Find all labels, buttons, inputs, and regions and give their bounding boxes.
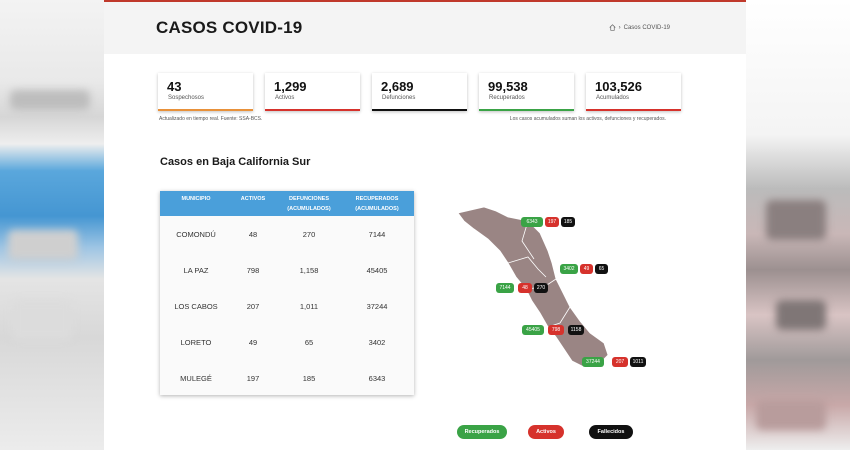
accent-line xyxy=(104,0,746,2)
map-label-loreto-recuperados: 3402 xyxy=(560,264,578,274)
stat-card-activos: 1,299 Activos xyxy=(265,73,360,111)
stats-row: 43 Sospechosos 1,299 Activos 2,689 Defun… xyxy=(158,73,681,111)
stat-value: 99,538 xyxy=(488,79,528,94)
stat-card-defunciones: 2,689 Defunciones xyxy=(372,73,467,111)
stat-card-sospechosos: 43 Sospechosos xyxy=(158,73,253,111)
breadcrumb: › Casos COVID-19 xyxy=(609,24,670,31)
cases-table: MUNICIPIO ACTIVOS DEFUNCIONES (ACUMULADO… xyxy=(160,191,414,395)
stat-card-recuperados: 99,538 Recuperados xyxy=(479,73,574,111)
stat-bar xyxy=(372,109,467,111)
map-label-comondu-fallecidos: 270 xyxy=(534,283,548,293)
stat-bar xyxy=(158,109,253,111)
left-background xyxy=(0,0,104,450)
map-label-lapaz-fallecidos: 1158 xyxy=(568,325,584,335)
map-borders xyxy=(507,220,571,328)
cell-defunciones: 1,011 xyxy=(299,302,319,311)
map-label-loscabos-recuperados: 37244 xyxy=(582,357,604,367)
stat-label: Defunciones xyxy=(382,95,416,101)
cell-activos: 49 xyxy=(248,338,258,347)
stat-value: 1,299 xyxy=(274,79,307,94)
map-peninsula xyxy=(457,206,609,368)
page-title: CASOS COVID-19 xyxy=(156,18,303,37)
page-content: CASOS COVID-19 › Casos COVID-19 43 Sospe… xyxy=(104,0,746,450)
stat-value: 43 xyxy=(167,79,182,94)
cell-recuperados: 7144 xyxy=(368,230,386,239)
accumulated-note: Los casos acumulados suman los activos, … xyxy=(509,116,666,122)
cell-municipio: MULEGÉ xyxy=(180,374,212,383)
col-recuperados-sub: (ACUMULADOS) xyxy=(355,206,399,212)
cell-municipio: LORETO xyxy=(180,338,212,347)
table-row: LORETO 49 65 3402 xyxy=(160,324,414,360)
col-municipio: MUNICIPIO xyxy=(181,196,211,202)
cell-activos: 207 xyxy=(246,302,260,311)
cell-defunciones: 185 xyxy=(302,374,316,383)
cell-recuperados: 3402 xyxy=(368,338,386,347)
home-icon[interactable] xyxy=(609,24,616,31)
map-label-mulege-fallecidos: 185 xyxy=(561,217,575,227)
stat-bar xyxy=(265,109,360,111)
stat-label: Recuperados xyxy=(489,95,525,101)
map-label-mulege-recuperados: 6343 xyxy=(521,217,543,227)
stat-label: Acumulados xyxy=(596,95,630,101)
col-defunciones: DEFUNCIONES xyxy=(288,196,330,202)
map-label-lapaz-activos: 798 xyxy=(548,325,564,335)
map-shape xyxy=(457,206,609,368)
cell-municipio: LOS CABOS xyxy=(174,302,218,311)
cell-activos: 48 xyxy=(248,230,258,239)
cell-recuperados: 6343 xyxy=(368,374,386,383)
map-label-comondu-recuperados: 7144 xyxy=(496,283,514,293)
col-recuperados: RECUPERADOS xyxy=(355,196,399,202)
stat-label: Activos xyxy=(275,95,295,101)
table-row: LA PAZ 798 1,158 45405 xyxy=(160,252,414,288)
update-note: Actualizado en tiempo real. Fuente: SSA-… xyxy=(159,116,263,122)
map-label-loreto-activos: 49 xyxy=(580,264,593,274)
cell-recuperados: 37244 xyxy=(366,302,388,311)
page-header: CASOS COVID-19 › Casos COVID-19 xyxy=(104,2,746,54)
cell-municipio: COMONDÚ xyxy=(176,230,216,239)
cell-activos: 197 xyxy=(246,374,260,383)
legend-activos[interactable]: Activos xyxy=(528,425,564,439)
col-activos: ACTIVOS xyxy=(240,196,266,202)
breadcrumb-current: Casos COVID-19 xyxy=(623,24,670,31)
breadcrumb-separator: › xyxy=(618,24,621,31)
legend-recuperados[interactable]: Recuperados xyxy=(457,425,507,439)
section-title: Casos en Baja California Sur xyxy=(160,156,311,168)
cell-defunciones: 65 xyxy=(304,338,314,347)
right-background xyxy=(746,0,850,450)
table-row: COMONDÚ 48 270 7144 xyxy=(160,216,414,252)
cell-municipio: LA PAZ xyxy=(183,266,209,275)
map-label-lapaz-recuperados: 45405 xyxy=(522,325,544,335)
stat-bar xyxy=(479,109,574,111)
cell-defunciones: 270 xyxy=(302,230,316,239)
cell-activos: 798 xyxy=(246,266,260,275)
stat-label: Sospechosos xyxy=(168,95,205,101)
map-label-loreto-fallecidos: 65 xyxy=(595,264,608,274)
table-row: MULEGÉ 197 185 6343 xyxy=(160,360,414,395)
cell-recuperados: 45405 xyxy=(366,266,388,275)
legend-fallecidos[interactable]: Fallecidos xyxy=(589,425,633,439)
cell-defunciones: 1,158 xyxy=(299,266,319,275)
stat-bar xyxy=(586,109,681,111)
bcs-map: 6343 197 185 3402 49 65 7144 48 270 4540… xyxy=(456,203,646,373)
map-label-mulege-activos: 197 xyxy=(545,217,559,227)
stat-value: 103,526 xyxy=(595,79,642,94)
stat-card-acumulados: 103,526 Acumulados xyxy=(586,73,681,111)
table-row: LOS CABOS 207 1,011 37244 xyxy=(160,288,414,324)
col-defunciones-sub: (ACUMULADOS) xyxy=(287,206,331,212)
stat-value: 2,689 xyxy=(381,79,414,94)
map-label-comondu-activos: 48 xyxy=(518,283,532,293)
map-label-loscabos-activos: 207 xyxy=(612,357,628,367)
map-label-loscabos-fallecidos: 1011 xyxy=(630,357,646,367)
table-header: MUNICIPIO ACTIVOS DEFUNCIONES (ACUMULADO… xyxy=(160,191,414,216)
